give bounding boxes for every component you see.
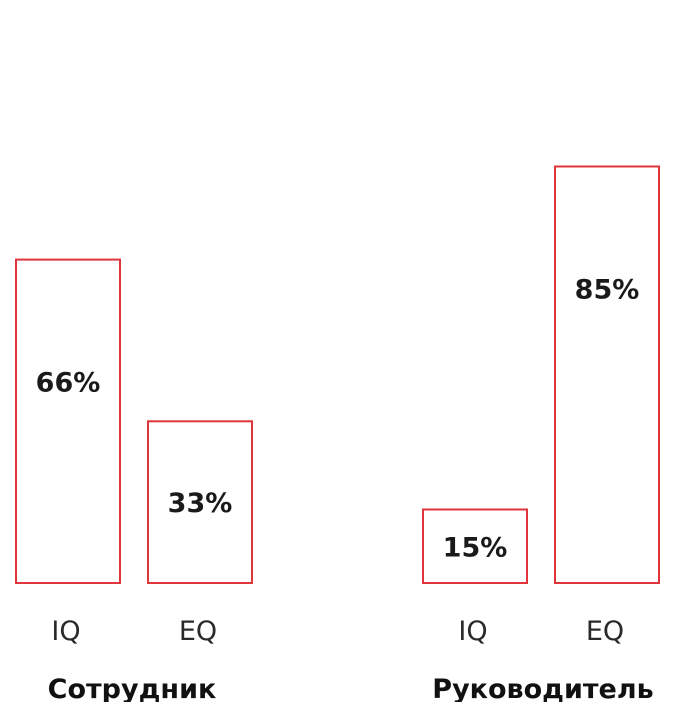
value-label-g2-iq: 15% (443, 532, 508, 563)
value-label-g1-eq: 33% (168, 488, 233, 519)
bar-g1-iq (15, 258, 121, 584)
bar-g2-iq (422, 508, 528, 584)
group-label-1: Сотрудник (48, 674, 217, 702)
category-label-g1-iq: IQ (51, 616, 80, 647)
value-label-g2-eq: 85% (575, 275, 640, 306)
category-label-g2-iq: IQ (458, 616, 487, 647)
bar-g2-eq (554, 165, 660, 584)
bar-g1-eq (147, 420, 253, 584)
category-label-g2-eq: EQ (586, 616, 624, 647)
group-label-2: Руководитель (432, 674, 653, 702)
value-label-g1-iq: 66% (36, 368, 101, 399)
category-label-g1-eq: EQ (179, 616, 217, 647)
